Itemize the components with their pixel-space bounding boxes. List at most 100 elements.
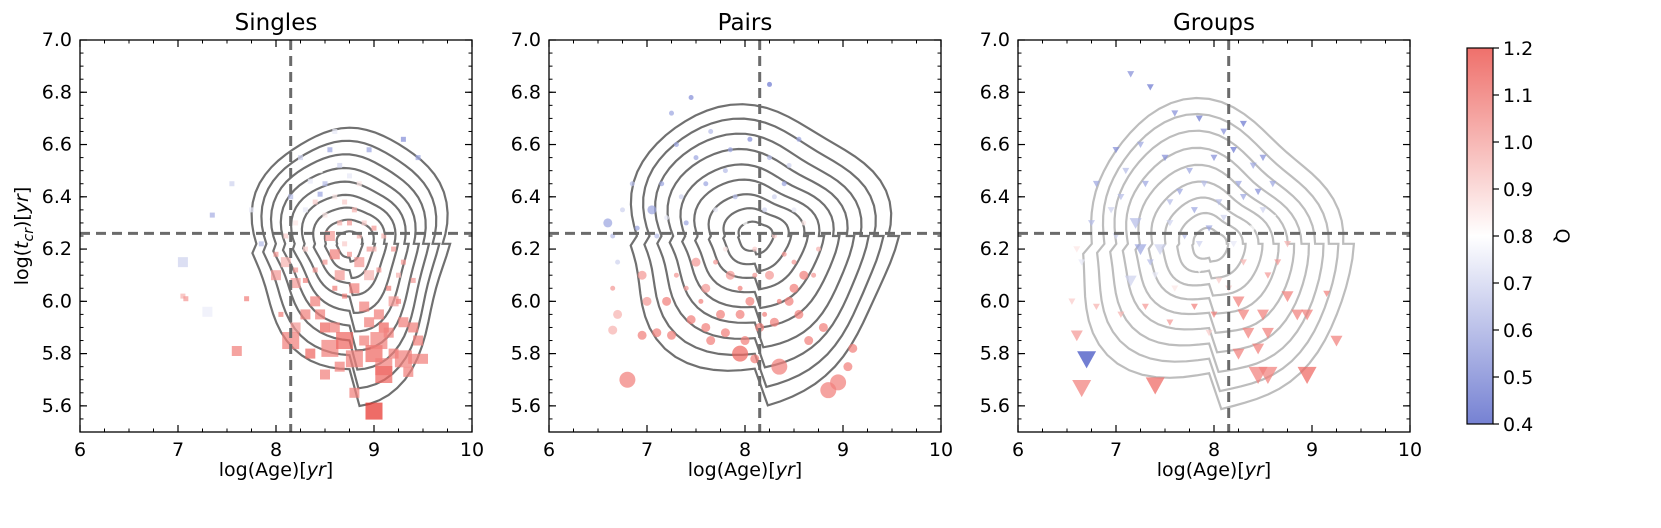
data-point bbox=[1200, 180, 1208, 188]
x-axis-label: log(Age)[yr] bbox=[688, 459, 802, 481]
data-point bbox=[1146, 84, 1154, 91]
x-tick-label: 9 bbox=[837, 439, 849, 461]
contour-line bbox=[654, 132, 871, 369]
data-point bbox=[1330, 335, 1343, 347]
data-point bbox=[1210, 311, 1218, 318]
contour-line bbox=[1176, 211, 1247, 280]
contour-line bbox=[629, 103, 901, 407]
data-point bbox=[771, 194, 777, 200]
data-point bbox=[310, 296, 321, 307]
y-tick-label: 6.0 bbox=[511, 290, 541, 312]
colorbar-tick-label: 0.7 bbox=[1503, 273, 1533, 295]
data-point bbox=[1235, 180, 1242, 188]
data-point bbox=[1284, 241, 1291, 248]
data-point bbox=[784, 296, 794, 306]
data-point bbox=[667, 330, 676, 340]
data-point bbox=[336, 332, 354, 350]
data-point bbox=[258, 241, 264, 247]
data-point bbox=[342, 293, 348, 299]
data-point bbox=[722, 168, 728, 174]
data-point bbox=[1088, 285, 1095, 292]
data-point bbox=[752, 246, 758, 252]
data-point bbox=[732, 194, 738, 200]
data-point bbox=[1154, 244, 1167, 256]
y-tick-label: 6.4 bbox=[980, 186, 1010, 208]
data-point bbox=[781, 181, 787, 187]
data-point bbox=[1102, 272, 1110, 279]
x-tick-label: 8 bbox=[270, 439, 282, 461]
data-point bbox=[786, 162, 792, 168]
data-point bbox=[354, 257, 365, 268]
data-point bbox=[1195, 267, 1203, 274]
data-point bbox=[811, 272, 817, 278]
data-point bbox=[1146, 259, 1154, 266]
data-point bbox=[180, 293, 186, 299]
data-point bbox=[337, 162, 343, 168]
y-tick-label: 6.4 bbox=[42, 186, 72, 208]
data-point bbox=[322, 181, 328, 187]
y-tick-label: 5.6 bbox=[980, 395, 1010, 417]
data-point bbox=[629, 181, 635, 187]
colorbar-tick-label: 0.9 bbox=[1503, 179, 1533, 201]
contour-line bbox=[707, 193, 810, 291]
data-point bbox=[752, 272, 758, 278]
data-point bbox=[1323, 290, 1331, 297]
colorbar-ticks: 1.2 1.1 1.0 0.9 0.8 0.7 0.6 0.5 0.4 bbox=[1493, 38, 1533, 436]
data-point bbox=[293, 267, 299, 273]
data-point bbox=[1141, 180, 1149, 188]
data-point bbox=[332, 128, 338, 134]
data-point bbox=[317, 168, 323, 174]
data-point bbox=[1186, 167, 1193, 175]
data-point bbox=[375, 366, 393, 384]
y-tick-label: 6.6 bbox=[511, 134, 541, 156]
data-point bbox=[381, 233, 387, 239]
density-contours bbox=[629, 103, 901, 407]
data-point bbox=[1190, 207, 1198, 214]
x-tick-label: 6 bbox=[74, 439, 86, 461]
data-point bbox=[799, 270, 809, 280]
data-point bbox=[1137, 141, 1144, 149]
colorbar-label: Q bbox=[1551, 229, 1573, 244]
data-point bbox=[1230, 241, 1238, 248]
data-point bbox=[290, 322, 301, 333]
data-point bbox=[351, 207, 357, 213]
data-point bbox=[716, 309, 725, 319]
y-axis-label: log(tcr)[yr] bbox=[11, 187, 37, 286]
data-point bbox=[403, 366, 414, 377]
colorbar-tick-label: 1.2 bbox=[1503, 38, 1533, 60]
panel-singles: Singles 6 7 8 9 10 5.6 5.8 6.0 6.2 6.4 6.6 6.8 7.0 l… bbox=[11, 10, 484, 481]
contour-line bbox=[642, 117, 885, 389]
data-point bbox=[383, 327, 394, 338]
x-tick-label: 10 bbox=[929, 439, 953, 461]
data-point bbox=[673, 142, 679, 148]
data-point bbox=[334, 361, 345, 372]
data-point bbox=[361, 220, 367, 226]
colorbar-tick-label: 1.1 bbox=[1503, 85, 1533, 107]
contour-line bbox=[736, 220, 776, 256]
x-tick-label: 8 bbox=[739, 439, 751, 461]
data-point bbox=[356, 233, 362, 239]
data-point bbox=[818, 322, 828, 332]
panel-title: Singles bbox=[235, 10, 318, 36]
scatter-points bbox=[160, 128, 428, 420]
reference-lines bbox=[549, 40, 941, 432]
x-tick-label: 9 bbox=[368, 439, 380, 461]
data-point bbox=[745, 296, 755, 306]
data-point bbox=[359, 301, 370, 312]
data-point bbox=[664, 215, 670, 221]
data-point bbox=[732, 345, 749, 362]
data-point bbox=[1269, 214, 1277, 222]
data-point bbox=[1176, 188, 1184, 196]
data-point bbox=[410, 277, 416, 283]
data-point bbox=[608, 325, 618, 335]
data-point bbox=[1171, 285, 1179, 292]
contour-line bbox=[1147, 180, 1280, 315]
data-point bbox=[324, 231, 335, 241]
data-point bbox=[720, 328, 730, 338]
scatter-points bbox=[1068, 71, 1343, 398]
y-tick-label: 6.0 bbox=[980, 290, 1010, 312]
data-point bbox=[342, 241, 348, 247]
data-point bbox=[1252, 343, 1265, 355]
data-point bbox=[647, 205, 657, 215]
